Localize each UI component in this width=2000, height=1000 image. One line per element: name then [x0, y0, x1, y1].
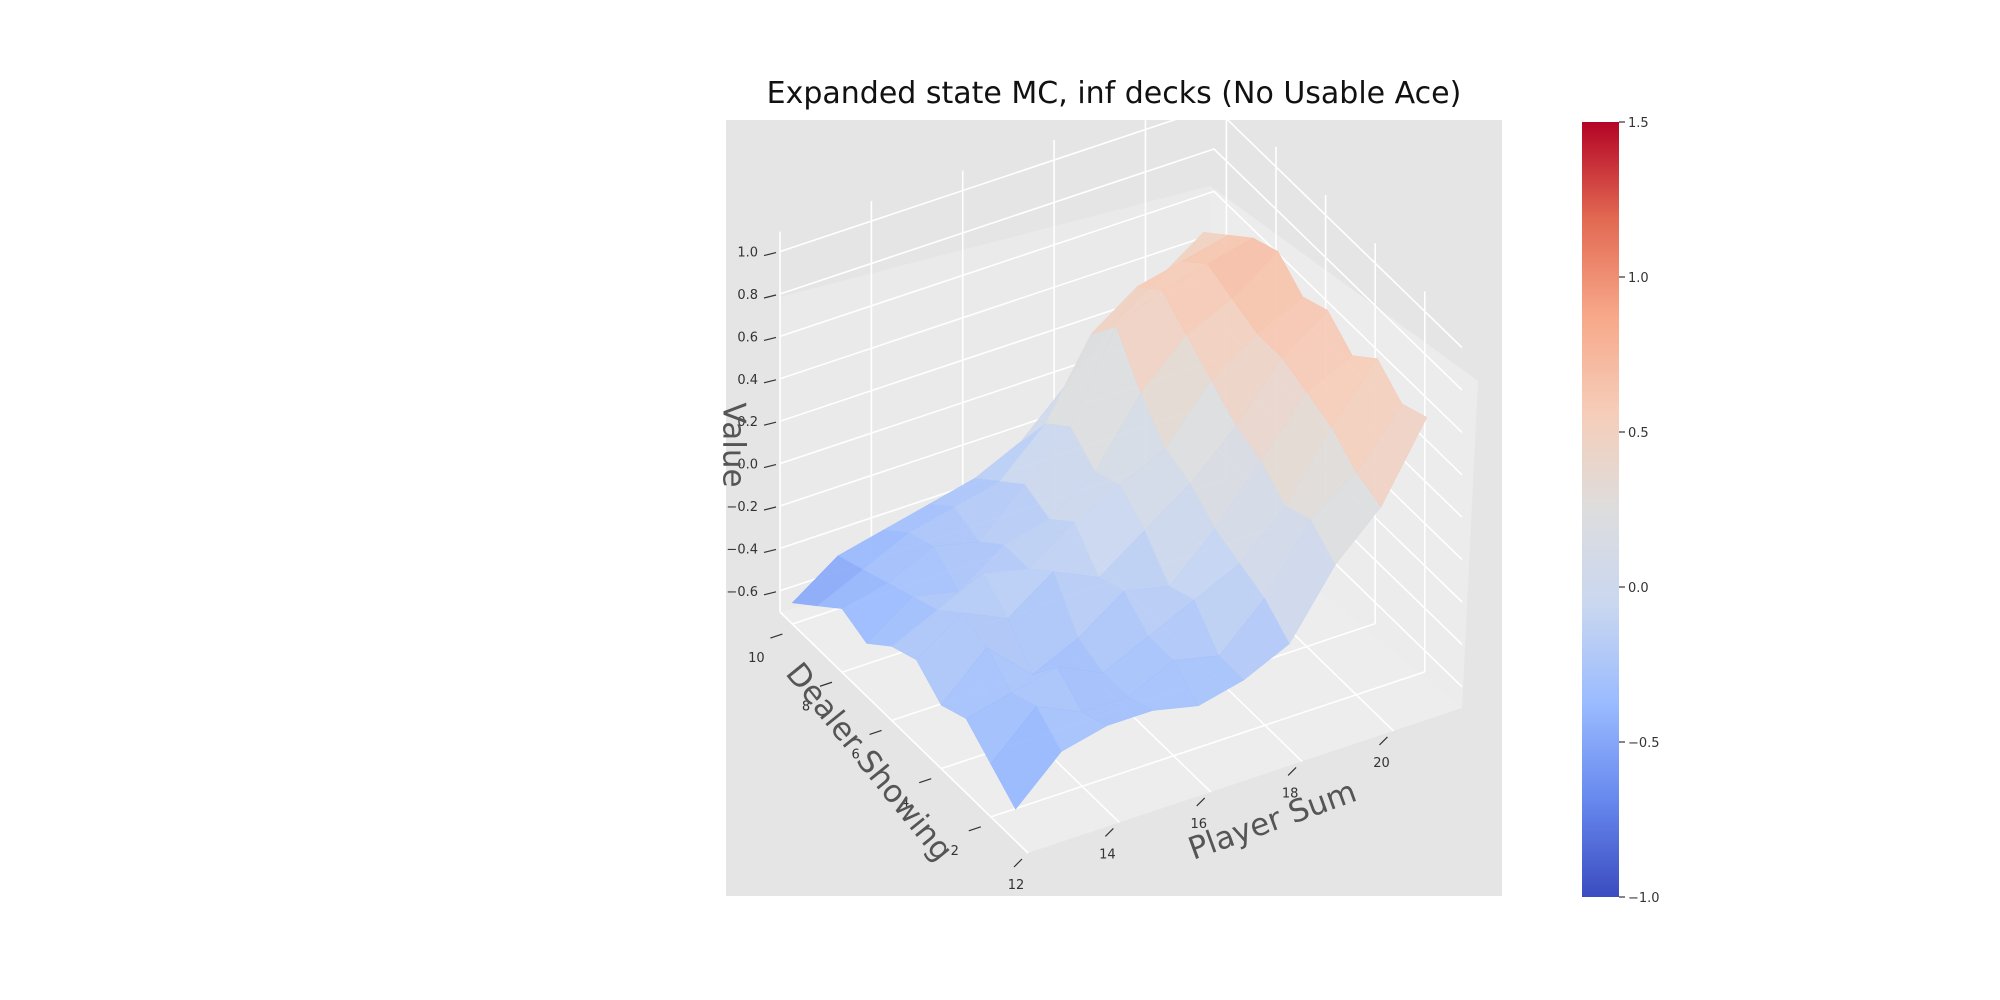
z-tick: [763, 548, 777, 553]
z-tick: [763, 294, 777, 299]
player-tick-label: 20: [1373, 756, 1390, 771]
colorbar-ticks: −1.0 −0.5 0.0 0.5 1.0 1.5: [1619, 116, 1660, 906]
colorbar-tick-label: −0.5: [1628, 736, 1660, 751]
z-tick: [763, 421, 777, 426]
z-tick-label: −0.6: [726, 585, 758, 600]
colorbar: −1.0 −0.5 0.0 0.5 1.0 1.5: [1582, 116, 1660, 906]
colorbar-tick-label: 0.5: [1628, 426, 1649, 441]
value-surface: [791, 231, 1428, 810]
z-tick: [763, 591, 777, 596]
z-tick: [763, 506, 777, 511]
dealer-tick: [819, 681, 833, 687]
surface-facet: [1355, 403, 1428, 508]
dealer-tick-label: 6: [851, 747, 859, 762]
player-tick-label: 12: [1008, 878, 1025, 893]
z-tick: [763, 464, 777, 469]
z-axis: −0.6 −0.4 −0.2 0.0 0.2 0.4 0.6 0.8 1.0 Value: [716, 246, 777, 600]
player-tick-label: 16: [1190, 817, 1207, 832]
player-ticks: 12 14 16 18 20: [1008, 736, 1390, 893]
z-grid-line: [779, 190, 1463, 433]
z-tick-label: −0.4: [726, 542, 758, 557]
z-tick-label: 0.2: [737, 415, 758, 430]
player-tick: [1379, 736, 1388, 746]
z-tick-label: −0.2: [726, 500, 758, 515]
player-tick: [1287, 766, 1297, 776]
z-tick-label: 1.0: [737, 246, 758, 261]
z-tick-label: 0.6: [737, 330, 758, 345]
z-tick-label: 0.0: [737, 458, 758, 473]
player-tick: [1196, 797, 1206, 807]
z-grid-line: [779, 148, 1463, 391]
colorbar-tick-label: 0.0: [1628, 581, 1649, 596]
z-tick-label: 0.4: [737, 373, 758, 388]
z-tick: [763, 336, 777, 341]
colorbar-gradient: [1582, 122, 1619, 897]
dealer-tick: [919, 778, 932, 784]
z-tick: [763, 252, 777, 257]
z-ticks: −0.6 −0.4 −0.2 0.0 0.2 0.4 0.6 0.8 1.0: [726, 246, 777, 600]
z-tick: [763, 379, 777, 384]
chart-title: Expanded state MC, inf decks (No Usable …: [767, 76, 1462, 111]
dealer-tick: [968, 826, 981, 832]
player-tick-label: 14: [1099, 847, 1116, 862]
colorbar-tick-label: −1.0: [1628, 891, 1660, 906]
colorbar-tick-label: 1.5: [1628, 116, 1649, 131]
dealer-tick: [869, 729, 882, 736]
z-tick-label: 0.8: [737, 288, 758, 303]
dealer-tick-label: 10: [748, 651, 765, 666]
player-tick-label: 18: [1282, 786, 1299, 801]
player-tick: [1013, 858, 1023, 868]
dealer-tick-label: 2: [951, 844, 959, 859]
colorbar-tick-label: 1.0: [1628, 271, 1649, 286]
dealer-tick-label: 4: [901, 796, 909, 811]
dealer-tick: [770, 633, 783, 639]
dealer-tick-label: 8: [802, 699, 810, 714]
z-grid-line: [779, 105, 1463, 349]
z-axis-label: Value: [716, 402, 752, 487]
player-tick: [1104, 828, 1114, 837]
dealer-ticks: 2 4 6 8 10: [748, 633, 981, 859]
floor-grid-y: [990, 671, 1426, 818]
floor-grid-x: [779, 611, 1029, 854]
